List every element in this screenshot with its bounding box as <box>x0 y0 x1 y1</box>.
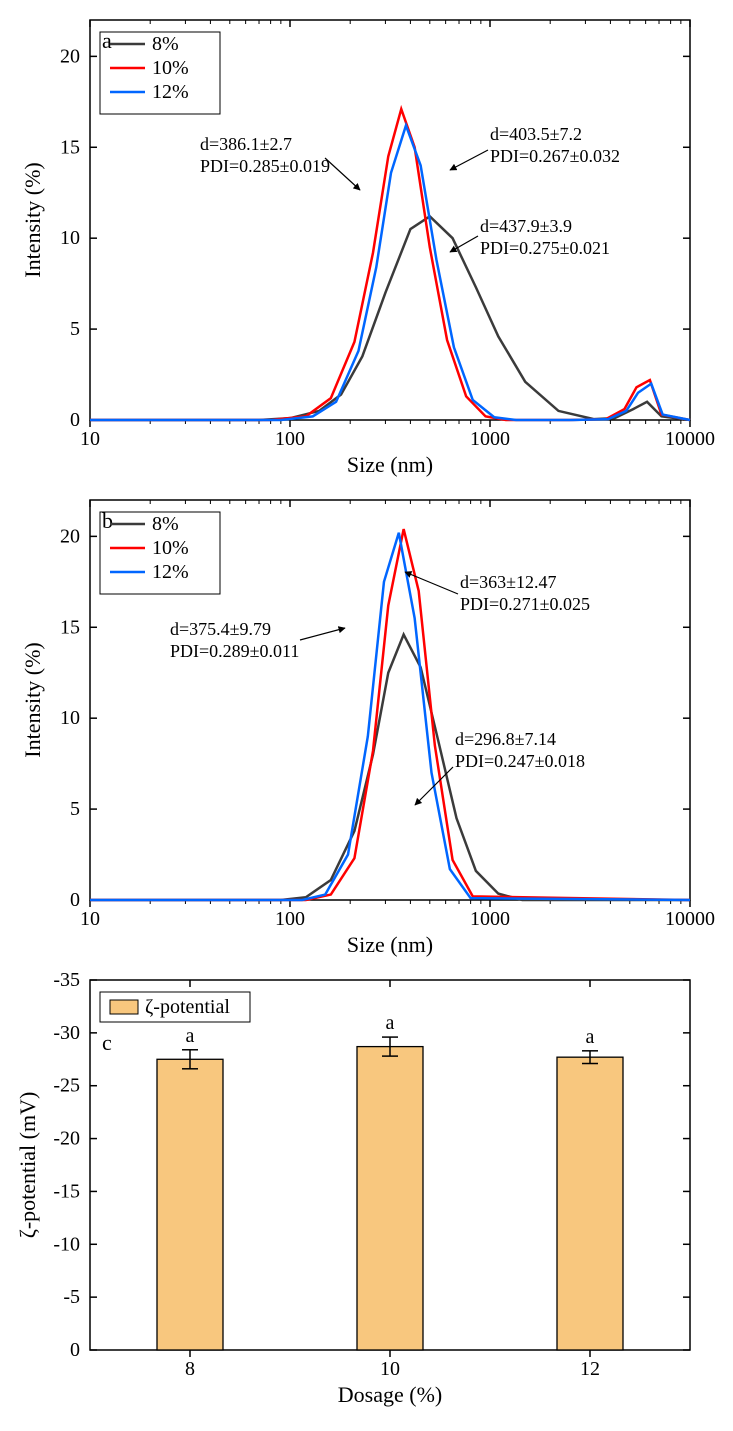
xtick-label: 10 <box>80 428 100 450</box>
x-axis-label: Size (nm) <box>347 932 433 957</box>
legend-swatch <box>110 1000 138 1014</box>
annotation-text: d=363±12.47 <box>460 572 557 592</box>
sig-label: a <box>386 1012 395 1034</box>
ytick-label: -20 <box>53 1128 80 1150</box>
annotation-text: PDI=0.247±0.018 <box>455 751 585 771</box>
ytick-label: 15 <box>60 136 80 158</box>
series-line <box>90 635 690 900</box>
bar <box>157 1059 223 1350</box>
ytick-label: 5 <box>70 798 80 820</box>
panel-label: c <box>102 1030 112 1055</box>
ytick-label: 5 <box>70 318 80 340</box>
legend-label: 10% <box>152 57 189 79</box>
legend-label: 12% <box>152 81 189 103</box>
ytick-label: -10 <box>53 1233 80 1255</box>
xtick-label: 1000 <box>470 428 510 450</box>
xtick-label: 10 <box>80 908 100 930</box>
annotation-arrow <box>415 767 453 805</box>
ytick-label: -25 <box>53 1075 80 1097</box>
series-line <box>90 529 690 900</box>
legend-label: ζ-potential <box>145 996 230 1018</box>
x-axis-label: Size (nm) <box>347 452 433 477</box>
series-line <box>90 125 690 420</box>
sig-label: a <box>586 1026 595 1048</box>
legend-label: 10% <box>152 537 189 559</box>
annotation-text: PDI=0.271±0.025 <box>460 594 590 614</box>
series-line <box>90 533 690 900</box>
ytick-label: 15 <box>60 616 80 638</box>
ytick-label: -15 <box>53 1180 80 1202</box>
annotation-text: d=403.5±7.2 <box>490 124 582 144</box>
xtick-label: 100 <box>275 908 305 930</box>
ytick-label: 10 <box>60 227 80 249</box>
annotation-arrow <box>300 628 345 640</box>
xtick-label: 1000 <box>470 908 510 930</box>
xtick-label: 10 <box>380 1358 400 1380</box>
panel-a: 10 100 1000 10000 0 5 10 15 20 Size (nm) Intensity… <box>20 20 715 477</box>
sig-label: a <box>186 1025 195 1047</box>
y-axis-label: Intensity (%) <box>20 162 45 277</box>
annotation-text: d=386.1±2.7 <box>200 134 292 154</box>
annotation-text: d=375.4±9.79 <box>170 619 271 639</box>
ytick-label: 0 <box>70 409 80 431</box>
annotation-arrow <box>450 150 488 170</box>
annotation-arrow <box>325 158 360 190</box>
xtick-label: 8 <box>185 1358 195 1380</box>
y-axis-label: ζ-potential (mV) <box>15 1092 40 1239</box>
y-axis-label: Intensity (%) <box>20 642 45 757</box>
ytick-label: -5 <box>63 1286 80 1308</box>
annotation-arrow <box>405 572 458 594</box>
xtick-label: 10000 <box>665 428 715 450</box>
ytick-label: 20 <box>60 525 80 547</box>
xtick-label: 10000 <box>665 908 715 930</box>
plot-frame <box>90 20 690 420</box>
figure-svg: 1010010001000005101520Size (nm)Intensity… <box>0 0 733 1431</box>
panel-c: 0 -5 -10 -15 -20 -25 -30 -35 8 a 10 a 12 a Dosage (%) ζ… <box>15 969 690 1407</box>
annotation-text: PDI=0.275±0.021 <box>480 238 610 258</box>
annotation-text: PDI=0.289±0.011 <box>170 641 299 661</box>
ytick-label: 0 <box>70 889 80 911</box>
panel-b: 10 100 1000 10000 0 5 10 15 20 Size (nm) Intensity… <box>20 500 715 957</box>
bar <box>357 1047 423 1350</box>
ytick-label: 20 <box>60 45 80 67</box>
xtick-label: 100 <box>275 428 305 450</box>
figure-container: 1010010001000005101520Size (nm)Intensity… <box>0 0 733 1431</box>
ytick-label: 10 <box>60 707 80 729</box>
annotation-text: d=296.8±7.14 <box>455 729 556 749</box>
annotation-text: PDI=0.267±0.032 <box>490 146 620 166</box>
bar <box>557 1057 623 1350</box>
xtick-label: 12 <box>580 1358 600 1380</box>
ytick-label: -30 <box>53 1022 80 1044</box>
x-axis-label: Dosage (%) <box>338 1382 442 1407</box>
legend-label: 12% <box>152 561 189 583</box>
legend-label: 8% <box>152 33 179 55</box>
ytick-label: -35 <box>53 969 80 991</box>
annotation-text: PDI=0.285±0.019 <box>200 156 330 176</box>
legend-label: 8% <box>152 513 179 535</box>
ytick-label: 0 <box>70 1339 80 1361</box>
annotation-text: d=437.9±3.9 <box>480 216 572 236</box>
